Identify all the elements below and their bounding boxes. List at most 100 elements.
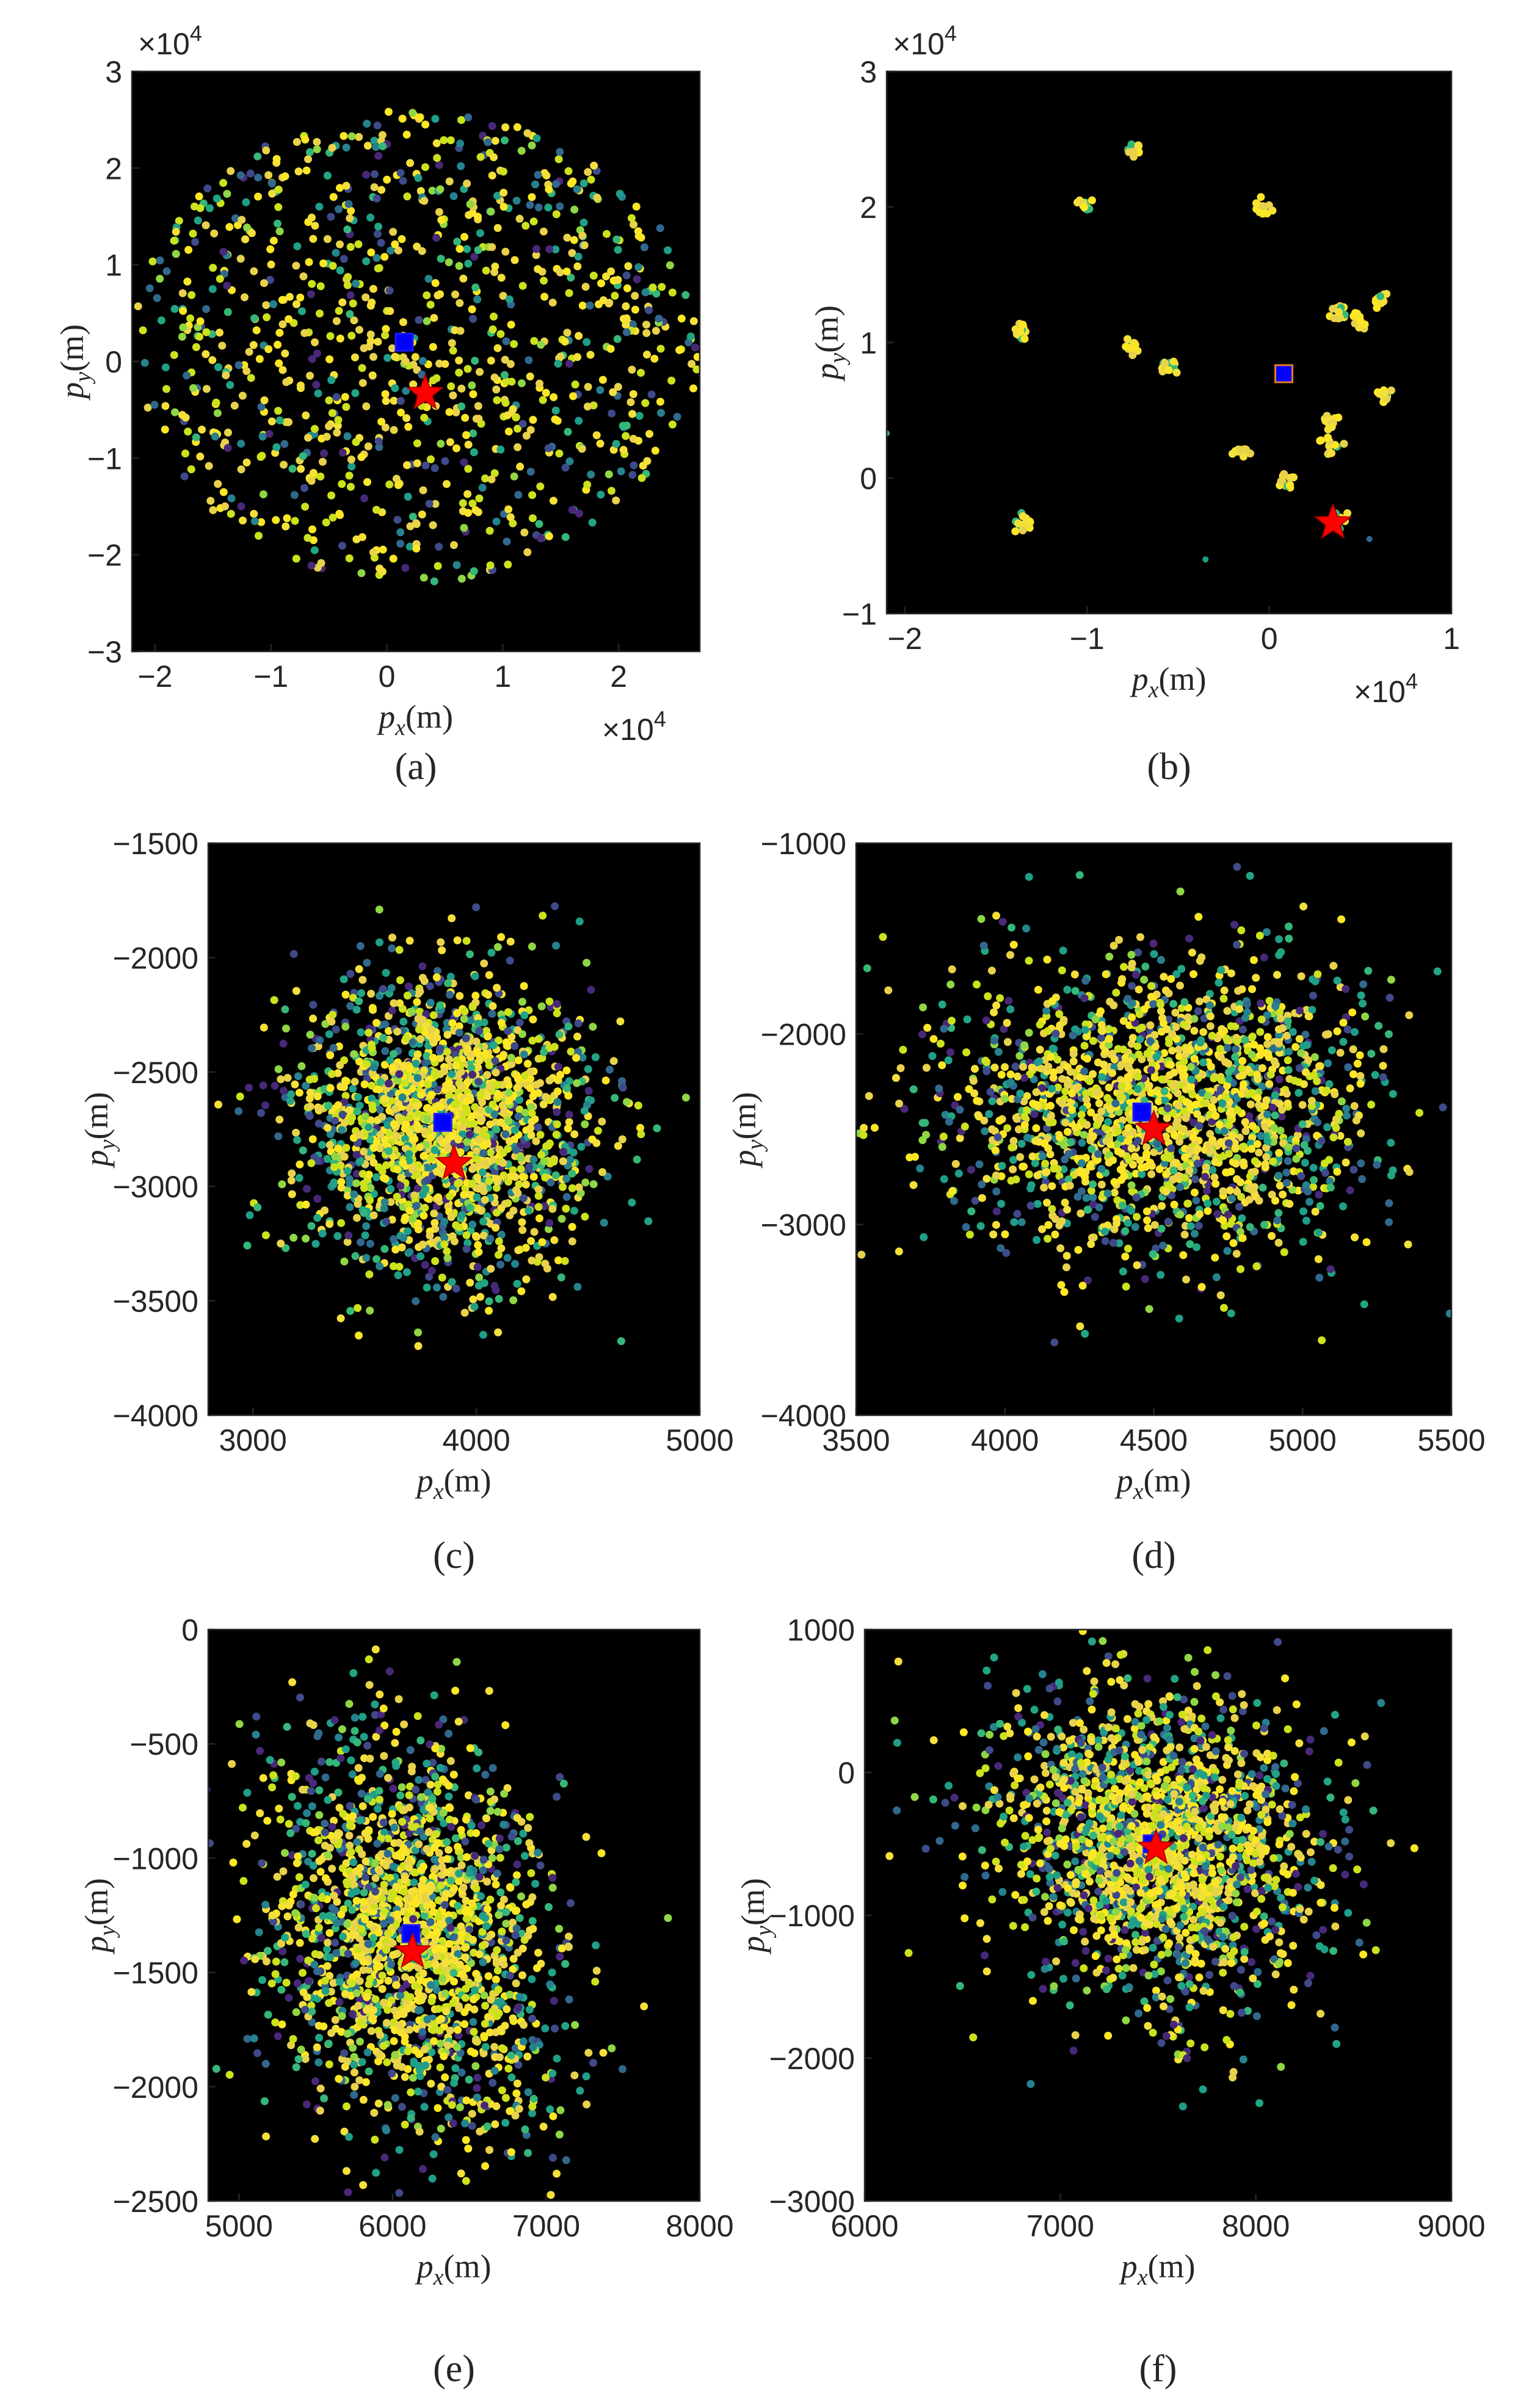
particle xyxy=(395,1070,404,1078)
particle xyxy=(262,301,271,310)
particle xyxy=(1120,1172,1128,1181)
particle xyxy=(552,1130,561,1139)
particle xyxy=(433,154,441,162)
particle xyxy=(449,541,458,549)
particle xyxy=(1280,470,1288,478)
particle xyxy=(519,1194,528,1202)
particle xyxy=(992,1220,1000,1229)
particle xyxy=(632,202,641,211)
particle xyxy=(909,1085,918,1093)
particle xyxy=(634,263,643,271)
particle xyxy=(457,116,465,124)
particle xyxy=(1227,1309,1235,1318)
particle xyxy=(1256,1051,1264,1059)
particle xyxy=(629,320,637,328)
particle xyxy=(1258,202,1267,211)
particle xyxy=(426,1231,434,1240)
particle xyxy=(326,1130,335,1139)
particle xyxy=(451,1100,459,1109)
particle xyxy=(491,263,499,270)
particle xyxy=(1026,1202,1035,1210)
particle xyxy=(403,461,411,470)
particle xyxy=(474,1135,483,1144)
particle xyxy=(480,1279,488,1287)
particle xyxy=(1142,1150,1151,1158)
particle xyxy=(1006,1070,1015,1079)
particle xyxy=(369,1158,378,1167)
particle xyxy=(1306,1198,1313,1206)
particle xyxy=(196,317,205,325)
particle xyxy=(479,1330,487,1339)
particle xyxy=(1202,995,1211,1004)
particle xyxy=(575,416,583,425)
particle xyxy=(354,1093,362,1101)
particle xyxy=(368,1043,376,1052)
panel-d: 3500 4000 4500 5000 5500−4000−3000−2000−1000… xyxy=(726,827,1486,1576)
particle xyxy=(1007,1177,1015,1185)
particle xyxy=(1295,1035,1304,1043)
particle xyxy=(523,548,532,556)
particle xyxy=(446,438,454,446)
particle xyxy=(499,1109,508,1117)
particle xyxy=(562,1066,571,1075)
particle xyxy=(414,1110,422,1118)
particle xyxy=(1160,973,1168,981)
particle xyxy=(1217,1138,1226,1146)
particle xyxy=(507,1060,516,1068)
particle xyxy=(936,1039,945,1048)
particle xyxy=(418,1240,427,1249)
particle xyxy=(548,1293,557,1301)
particle xyxy=(982,1058,991,1066)
particle xyxy=(1265,201,1273,209)
particle xyxy=(1299,902,1308,911)
particle xyxy=(202,305,211,313)
particle xyxy=(614,383,622,391)
particle xyxy=(1327,1046,1336,1054)
particle xyxy=(367,990,376,998)
particle xyxy=(474,1063,482,1072)
particle xyxy=(436,1001,445,1010)
particle xyxy=(509,405,517,413)
particle xyxy=(189,230,197,238)
particle xyxy=(1062,1252,1071,1260)
particle xyxy=(1362,1238,1371,1246)
particle xyxy=(1020,1120,1029,1129)
particle xyxy=(584,1065,592,1073)
particle xyxy=(1069,1031,1077,1040)
particle xyxy=(1240,1080,1248,1089)
particle xyxy=(517,379,526,388)
particle xyxy=(473,212,482,221)
particle xyxy=(520,528,529,537)
particle xyxy=(370,183,379,192)
particle xyxy=(379,142,387,150)
particle xyxy=(1157,1007,1165,1015)
y-axis-label: py(m) xyxy=(54,324,96,401)
particle xyxy=(206,496,215,505)
particle xyxy=(1282,1089,1291,1098)
particle xyxy=(428,186,437,195)
particle xyxy=(366,337,375,346)
particle xyxy=(366,1116,375,1125)
particle xyxy=(449,346,457,355)
particle xyxy=(538,1238,547,1246)
particle xyxy=(971,1197,979,1205)
particle xyxy=(630,461,638,470)
particle xyxy=(318,1141,327,1149)
particle xyxy=(473,1126,482,1134)
particle xyxy=(405,1150,413,1158)
particle xyxy=(1097,1021,1106,1029)
particle xyxy=(1333,1167,1342,1176)
particle xyxy=(1217,1076,1226,1084)
particle xyxy=(341,1023,350,1031)
particle xyxy=(362,257,371,266)
particle xyxy=(468,1220,477,1229)
particle xyxy=(459,274,468,283)
particle xyxy=(1133,1213,1141,1221)
particle xyxy=(1131,971,1140,979)
particle xyxy=(458,1211,466,1219)
particle xyxy=(1219,1304,1228,1312)
particle xyxy=(468,1003,477,1011)
particle xyxy=(1077,1187,1086,1195)
particle xyxy=(573,1079,581,1087)
